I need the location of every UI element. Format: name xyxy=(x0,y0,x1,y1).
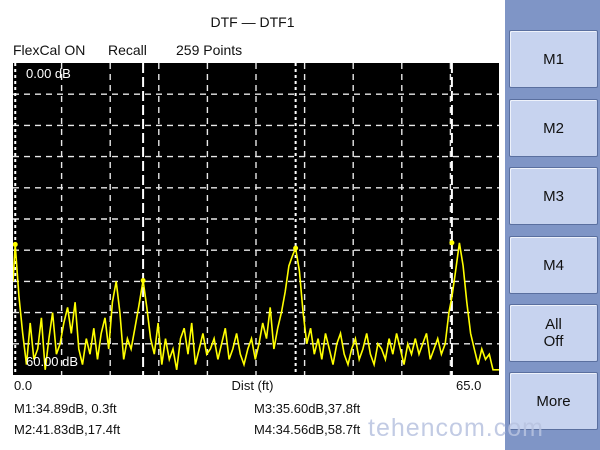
marker-readout-m3: M3:35.60dB,37.8ft xyxy=(254,401,361,416)
instrument-screen: DTF — DTF1 FlexCal ON Recall 259 Points … xyxy=(13,14,499,437)
x-start-label: 0.0 xyxy=(14,378,33,393)
x-end-label: 65.0 xyxy=(456,378,482,393)
measurement-title: DTF — DTF1 xyxy=(210,14,295,30)
dtf-trace-line xyxy=(13,242,499,371)
watermark-text: tehencom.com xyxy=(368,414,544,442)
marker-point-m4 xyxy=(449,240,455,246)
recall-status: Recall xyxy=(108,42,147,58)
softkey-more[interactable]: More xyxy=(509,372,598,430)
top-reference-label: 0.00 dB xyxy=(26,66,71,81)
marker-readout-m2: M2:41.83dB,17.4ft xyxy=(14,422,121,437)
marker-point-m1 xyxy=(13,241,18,247)
x-axis-label: Dist (ft) xyxy=(231,378,274,393)
marker-readout-m4: M4:34.56dB,58.7ft xyxy=(254,422,361,437)
softkey-all-off[interactable]: All Off xyxy=(509,304,598,362)
bottom-reference-label: 60.00 dB xyxy=(26,354,79,369)
marker-point-m3 xyxy=(293,245,299,251)
flexcal-status: FlexCal ON xyxy=(13,42,86,58)
marker-readout-m1: M1:34.89dB, 0.3ft xyxy=(14,401,117,416)
points-count: 259 Points xyxy=(176,42,243,58)
softkey-panel: M1 M2 M3 M4 All Off More xyxy=(505,0,600,450)
dtf-plot[interactable] xyxy=(13,63,499,375)
softkey-m4[interactable]: M4 xyxy=(509,236,598,294)
softkey-m2[interactable]: M2 xyxy=(509,99,598,157)
dtf-plot-svg xyxy=(13,63,499,375)
softkey-m1[interactable]: M1 xyxy=(509,30,598,88)
marker-point-m2 xyxy=(140,278,146,284)
softkey-m3[interactable]: M3 xyxy=(509,167,598,225)
